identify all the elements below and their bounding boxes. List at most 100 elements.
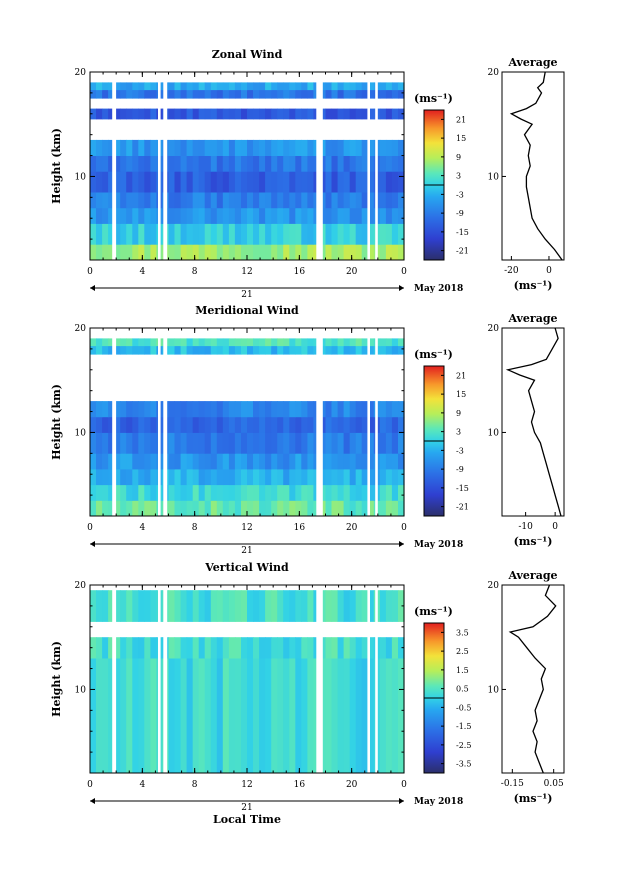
heatmap-cell	[120, 590, 127, 622]
heatmap-cell	[180, 223, 188, 245]
heatmap-cell	[391, 338, 399, 347]
heatmap-cell	[192, 139, 200, 156]
heatmap-cell	[216, 469, 224, 486]
heatmap-cell	[367, 590, 375, 622]
heatmap-cell	[259, 207, 266, 224]
heatmap-cell	[253, 244, 260, 261]
heatmap-cell	[210, 345, 218, 355]
heatmap-cell	[343, 590, 351, 622]
heatmap-cell	[361, 108, 369, 120]
heatmap-cell	[277, 338, 284, 347]
heatmap-cell	[355, 89, 363, 99]
heatmap-cell	[337, 500, 345, 517]
heatmap-cell	[186, 171, 194, 193]
heatmap-cell	[385, 637, 393, 659]
heatmap-cell	[337, 590, 345, 622]
x-tick-label: 4	[139, 267, 145, 277]
heatmap-cell	[337, 401, 345, 418]
heatmap-cell	[271, 82, 278, 91]
heatmap-cell	[222, 658, 230, 774]
heatmap-cell	[108, 453, 115, 470]
month-label: May 2018	[414, 284, 463, 294]
heatmap-cell	[247, 82, 254, 91]
heatmap-cell	[271, 345, 278, 355]
heatmap-cell	[192, 345, 200, 355]
heatmap-cell	[228, 338, 236, 347]
heatmap-cell	[301, 192, 308, 209]
heatmap-cell	[331, 108, 339, 120]
heatmap-cell	[301, 171, 308, 193]
colorbar-tick-label: 3.5	[456, 628, 469, 637]
heatmap	[90, 328, 405, 517]
heatmap-cell	[144, 484, 151, 501]
heatmap-cell	[180, 401, 188, 418]
heatmap-cell	[289, 139, 296, 156]
heatmap-cell	[301, 244, 308, 261]
heatmap-cell	[186, 484, 194, 501]
heatmap-cell	[228, 244, 236, 261]
heatmap-cell	[114, 155, 121, 172]
heatmap-cell	[174, 108, 182, 120]
heatmap-cell	[96, 82, 103, 91]
heatmap-cell	[192, 401, 200, 418]
heatmap-cell	[150, 82, 157, 91]
heatmap-cell	[186, 637, 194, 659]
heatmap-cell	[337, 82, 345, 91]
heatmap-cell	[259, 590, 266, 622]
heatmap-cell	[259, 244, 266, 261]
heatmap-cell	[325, 500, 333, 517]
heatmap-cell	[271, 155, 278, 172]
colorbar-tick-label: 15	[456, 134, 466, 143]
heatmap-cell	[271, 171, 278, 193]
heatmap-cell	[234, 416, 242, 433]
heatmap-cell	[349, 223, 357, 245]
heatmap-cell	[132, 432, 139, 454]
heatmap-cell	[108, 207, 115, 224]
heatmap-cell	[265, 108, 272, 120]
heatmap-cell	[198, 637, 206, 659]
heatmap-cell	[120, 401, 127, 418]
heatmap-cell	[90, 89, 97, 99]
average-x-tick-label: -10	[518, 522, 533, 532]
heatmap-cell	[90, 223, 97, 245]
heatmap-cell	[120, 453, 127, 470]
heatmap-cell	[174, 207, 182, 224]
heatmap-cell	[222, 223, 230, 245]
heatmap-cell	[379, 338, 387, 347]
heatmap-cell	[241, 469, 248, 486]
heatmap-cell	[307, 244, 314, 261]
heatmap-cell	[289, 432, 296, 454]
heatmap-cell	[138, 82, 145, 91]
heatmap-cell	[186, 345, 194, 355]
heatmap-cell	[108, 469, 115, 486]
heatmap-cell	[301, 155, 308, 172]
heatmap-cell	[398, 338, 405, 347]
heatmap-cell	[126, 401, 133, 418]
heatmap-cell	[96, 345, 103, 355]
x-tick-label: 20	[346, 523, 358, 533]
average-y-tick-label: 10	[488, 172, 500, 182]
heatmap-cell	[150, 484, 157, 501]
heatmap-cell	[90, 637, 97, 659]
heatmap-cell	[180, 484, 188, 501]
heatmap-cell	[108, 89, 115, 99]
heatmap-cell	[192, 637, 200, 659]
heatmap-cell	[337, 432, 345, 454]
heatmap-cell	[277, 401, 284, 418]
y-tick-label: 20	[75, 324, 87, 334]
heatmap-cell	[259, 432, 266, 454]
heatmap-cell	[204, 171, 212, 193]
colorbar-tick-label: -9	[456, 465, 464, 474]
heatmap-cell	[331, 416, 339, 433]
heatmap-cell	[144, 432, 151, 454]
heatmap-cell	[385, 345, 393, 355]
heatmap-cell	[198, 108, 206, 120]
heatmap-cell	[337, 345, 345, 355]
heatmap-cell	[325, 338, 333, 347]
average-x-axis-label: (ms⁻¹)	[514, 535, 553, 548]
heatmap-cell	[259, 89, 266, 99]
heatmap-cell	[301, 484, 308, 501]
heatmap-cell	[114, 244, 121, 261]
average-x-axis-label: (ms⁻¹)	[514, 279, 553, 292]
heatmap-cell	[325, 401, 333, 418]
